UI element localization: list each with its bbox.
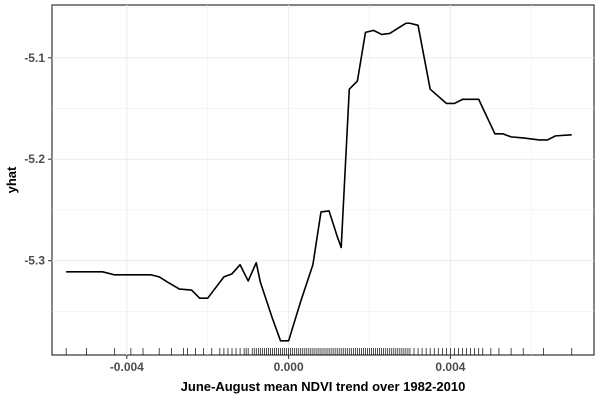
y-axis-ticks: -5.3 -5.2 -5.1 [24, 51, 52, 268]
major-gridlines [52, 5, 594, 355]
rug-marks [65, 348, 573, 355]
y-axis-title: yhat [4, 166, 19, 193]
plot-panel [51, 4, 595, 356]
x-axis-title: June-August mean NDVI trend over 1982-20… [181, 379, 466, 394]
minor-gridlines [52, 5, 594, 355]
y-tick-label: -5.3 [24, 254, 45, 268]
series-group [66, 22, 572, 342]
series-line [66, 22, 572, 342]
y-tick-label: -5.2 [24, 152, 45, 166]
x-tick-label: -0.004 [110, 360, 144, 374]
y-tick-label: -5.1 [24, 51, 45, 65]
x-tick-label: 0.000 [274, 360, 304, 374]
x-axis-ticks: -0.004 0.000 0.004 [110, 355, 466, 374]
x-tick-label: 0.004 [435, 360, 465, 374]
